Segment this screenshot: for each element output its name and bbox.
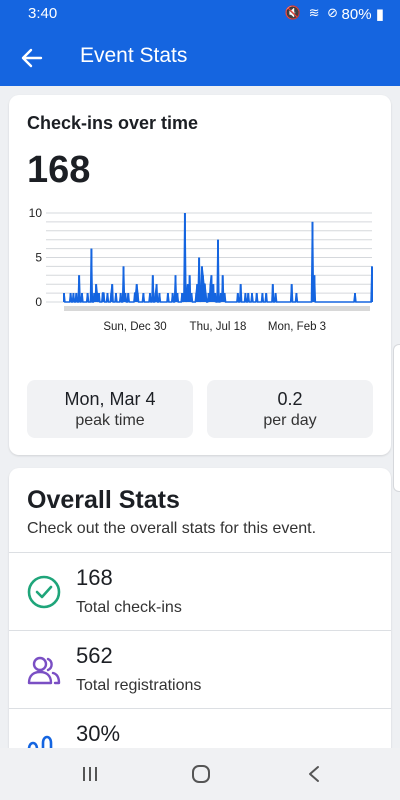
status-icons: 🔇 ≋ ⊘ [285, 5, 340, 21]
per-day-box: 0.2 per day [207, 380, 373, 438]
do-not-disturb-icon: ⊘ [327, 5, 340, 20]
app-bar: Event Stats [0, 28, 400, 86]
wifi-icon: ≋ [308, 5, 322, 20]
stat-label: Total registrations [76, 677, 202, 694]
mute-icon: 🔇 [284, 5, 303, 20]
divider [9, 708, 391, 709]
back-button[interactable] [14, 40, 50, 76]
status-bar: 3:40 🔇 ≋ ⊘ 80% ▮ [0, 0, 400, 28]
nav-back-button[interactable] [300, 762, 328, 786]
divider [9, 552, 391, 553]
wave-icon [27, 735, 53, 748]
page-title: Event Stats [80, 44, 188, 67]
check-circle-icon [27, 575, 61, 609]
overall-stats-card: Overall Stats Check out the overall stat… [9, 468, 391, 748]
y-tick-label: 5 [35, 251, 42, 265]
stat-value: 168 [76, 565, 113, 590]
x-tick-label: Sun, Dec 30 [103, 321, 166, 333]
stat-value: 562 [76, 643, 113, 668]
peak-time-value: Mon, Mar 4 [64, 389, 156, 409]
stat-row-registrations: 562 Total registrations [9, 631, 391, 709]
home-icon [192, 765, 210, 783]
battery-icon: ▮ [375, 6, 384, 23]
edge-panel-handle[interactable] [393, 344, 400, 492]
per-day-label: per day [263, 412, 317, 429]
stat-row-checkins: 168 Total check-ins [9, 553, 391, 631]
battery-indicator: 80% ▮ [342, 5, 384, 23]
peak-time-label: peak time [75, 412, 145, 429]
divider [9, 630, 391, 631]
per-day-value: 0.2 [277, 389, 303, 409]
recent-apps-button[interactable] [76, 762, 104, 786]
y-tick-label: 10 [29, 207, 43, 220]
stat-row-rate: 30% [9, 709, 391, 748]
back-icon [309, 766, 319, 782]
arrow-left-icon [21, 48, 43, 68]
checkins-chart: 10 5 0 Sun, Dec 30 Thu, Jul 18 Mon, Feb 3 [29, 207, 373, 333]
checkins-card: Check-ins over time 168 10 5 0 Sun, Dec 30 T… [9, 95, 391, 455]
checkins-title: Check-ins over time [27, 113, 199, 133]
status-time: 3:40 [28, 5, 58, 22]
overall-subtitle: Check out the overall stats for this eve… [27, 520, 317, 537]
peak-time-box: Mon, Mar 4 peak time [27, 380, 193, 438]
overall-title: Overall Stats [27, 486, 180, 514]
home-button[interactable] [187, 762, 215, 786]
system-nav-bar [0, 748, 400, 800]
stat-label: Total check-ins [76, 599, 182, 616]
recent-apps-icon [83, 767, 97, 781]
content-scroll[interactable]: Check-ins over time 168 10 5 0 Sun, Dec 30 T… [0, 86, 400, 748]
x-tick-label: Mon, Feb 3 [268, 321, 326, 333]
users-icon [27, 656, 61, 685]
stat-value: 30% [76, 721, 121, 746]
y-tick-label: 0 [35, 295, 42, 309]
x-axis-range-bar [64, 306, 370, 311]
x-tick-label: Thu, Jul 18 [190, 321, 247, 333]
checkins-total: 168 [27, 149, 91, 191]
battery-level: 80% [341, 6, 372, 23]
